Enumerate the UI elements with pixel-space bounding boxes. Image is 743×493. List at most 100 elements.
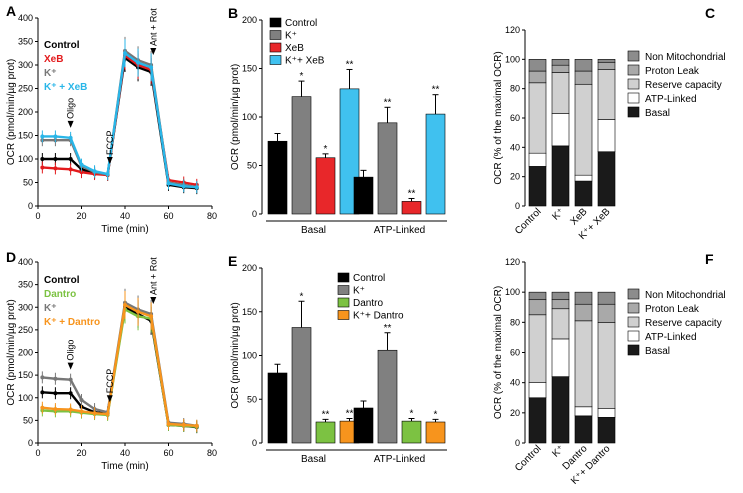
stack-segment-Proton Leak [551, 299, 570, 310]
legend-entry: Non Mitochondrial [645, 52, 726, 63]
chart-B-y-tick-label: 50 [247, 161, 257, 171]
chart-C-y-tick-label: 80 [510, 84, 520, 94]
stack-segment-Non Mitochondrial [574, 59, 593, 72]
panel-label-D: D [6, 249, 16, 265]
data-point [194, 185, 199, 190]
chart-D-y-tick-label: 250 [18, 325, 33, 335]
significance-marker: * [434, 409, 438, 420]
stack-segment-Basal [551, 376, 570, 444]
x-tick-label: 0 [35, 448, 40, 458]
stack-segment-ATP-Linked [574, 406, 593, 417]
series-line-3 [42, 303, 197, 428]
stack-segment-Reserve capacity [528, 82, 547, 154]
data-point [79, 398, 84, 403]
bar-Control [267, 372, 288, 444]
bar-Control [267, 140, 288, 215]
legend-entry: Proton Leak [645, 66, 700, 77]
stack-segment-Reserve capacity [551, 72, 570, 114]
stack-segment-Reserve capacity [597, 69, 616, 120]
stack-segment-Reserve capacity [551, 308, 570, 340]
data-point [149, 314, 154, 319]
data-point [105, 172, 110, 177]
stack-segment-ATP-Linked [528, 152, 547, 167]
bar-K⁺ [377, 122, 398, 215]
x-tick-label: 0 [35, 211, 40, 221]
injection-arrow [67, 362, 74, 370]
chart-C-y-tick-label: 0 [515, 201, 520, 211]
chart-D-y-tick-label: 350 [18, 280, 33, 290]
chart-B-y-tick-label: 150 [242, 64, 257, 74]
legend-entry: ATP-Linked [645, 332, 697, 343]
legend-swatch [627, 302, 640, 314]
chart-C-y-tick-label: 120 [505, 25, 520, 35]
legend-entry: Control [44, 40, 80, 51]
injection-arrow [150, 297, 157, 305]
stack-segment-Non Mitochondrial [574, 291, 593, 305]
x-tick-label: 20 [76, 211, 86, 221]
chart-F-y-tick-label: 40 [510, 378, 520, 388]
stack-segment-Non Mitochondrial [528, 291, 547, 301]
stack-segment-Non Mitochondrial [597, 291, 616, 305]
category-label: K⁺ [550, 206, 566, 222]
chart-C-y-tick-label: 40 [510, 142, 520, 152]
stack-segment-Proton Leak [597, 61, 616, 70]
data-point [68, 377, 73, 382]
stack-segment-Non Mitochondrial [597, 59, 616, 63]
stack-segment-Proton Leak [597, 303, 616, 323]
stack-segment-Proton Leak [528, 70, 547, 84]
injection-arrow [150, 48, 157, 55]
legend-swatch [627, 288, 640, 300]
category-label: K⁺ [550, 443, 566, 459]
data-point [92, 169, 97, 174]
bar-Dantro [315, 421, 336, 444]
stack-segment-ATP-Linked [528, 382, 547, 399]
chart-A-y-tick-label: 350 [18, 37, 33, 47]
legend-swatch [337, 272, 350, 283]
chart-F-y-tick-label: 60 [510, 348, 520, 358]
data-point [40, 134, 45, 139]
legend-entry: K⁺ [353, 286, 365, 297]
bar-K⁺+ XeB [425, 113, 446, 215]
significance-marker: ** [384, 97, 392, 108]
legend-swatch [627, 316, 640, 328]
chart-D-y-axis-label: OCR (pmol/min/µg prot) [6, 299, 17, 405]
significance-marker: * [300, 71, 304, 82]
data-point [40, 405, 45, 410]
chart-A-y-tick-label: 200 [18, 107, 33, 117]
chart-E-y-tick-label: 150 [242, 307, 257, 317]
chart-F-y-tick-label: 100 [505, 287, 520, 297]
chart-B-y-tick-label: 200 [242, 15, 257, 25]
significance-marker: * [410, 409, 414, 420]
legend-entry: XeB [44, 54, 63, 65]
chart-C-y-tick-label: 100 [505, 54, 520, 64]
stack-segment-Basal [597, 151, 616, 207]
legend-entry: Control [44, 275, 80, 286]
bar-Control [353, 176, 374, 215]
x-tick-label: 40 [120, 448, 130, 458]
data-point [181, 184, 186, 189]
panel-label-B: B [228, 5, 238, 21]
chart-A-y-tick-label: 250 [18, 84, 33, 94]
injection-arrow [106, 157, 113, 165]
legend-entry: Proton Leak [645, 304, 700, 315]
stack-segment-Basal [574, 180, 593, 207]
chart-A-y-axis-label: OCR (pmol/min/µg prot) [6, 59, 17, 165]
chart-A-y-tick-label: 50 [23, 178, 33, 188]
data-point [166, 421, 171, 426]
data-point [53, 166, 58, 171]
legend-entry: Reserve capacity [645, 318, 722, 329]
significance-marker: ** [346, 409, 354, 420]
chart-D-y-tick-label: 0 [28, 438, 33, 448]
legend-entry: K⁺ + XeB [44, 82, 87, 93]
chart-D-y-tick-label: 200 [18, 348, 33, 358]
legend-swatch [627, 344, 640, 356]
injection-arrow [67, 120, 74, 128]
series-line-3 [42, 51, 197, 189]
legend-swatch [627, 92, 640, 104]
significance-marker: ** [322, 409, 330, 420]
data-point [68, 135, 73, 140]
